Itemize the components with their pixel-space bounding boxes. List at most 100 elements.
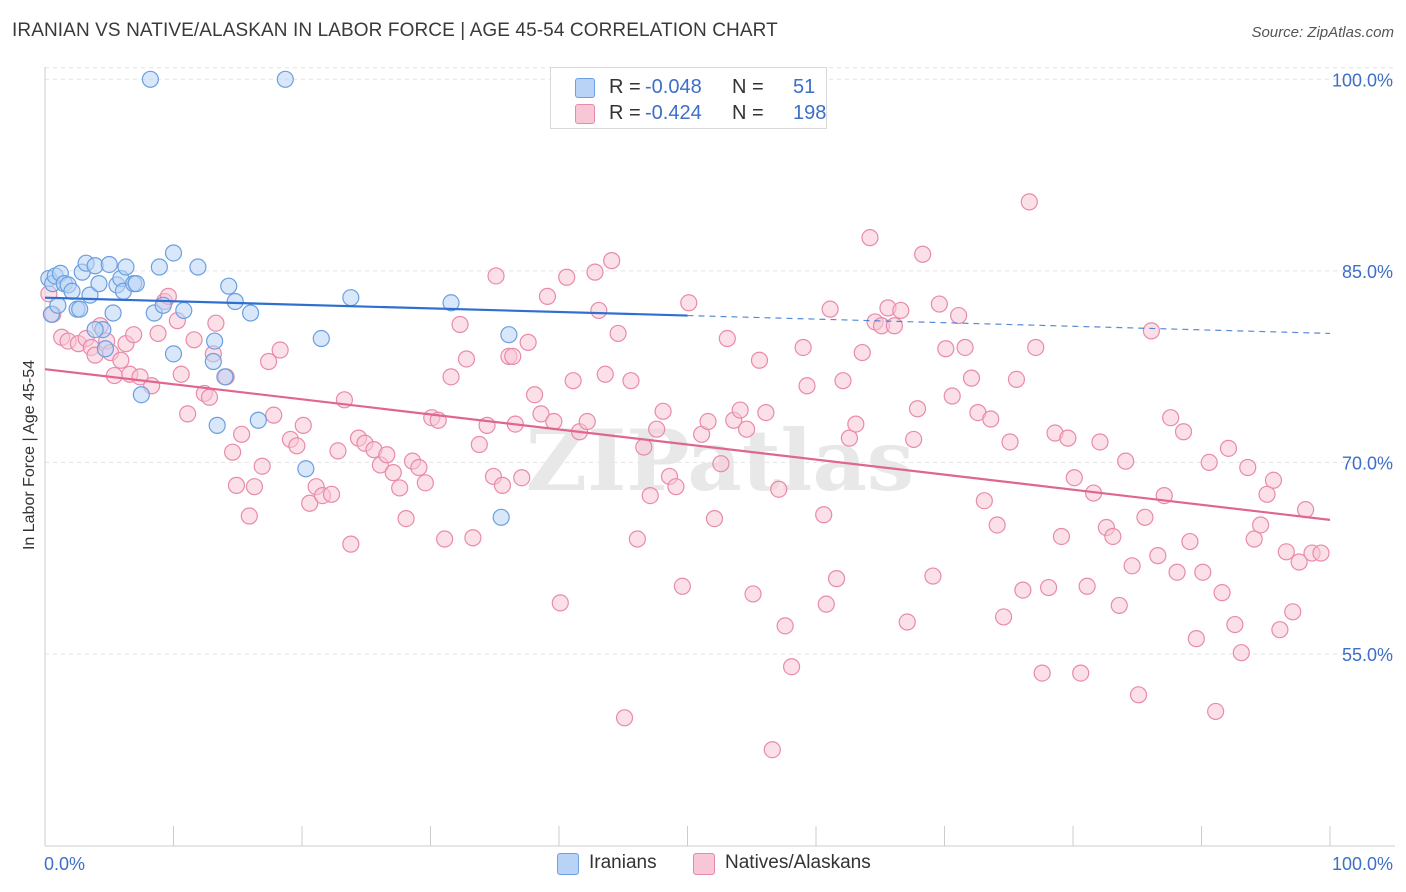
native-point <box>1232 644 1250 662</box>
native-point <box>1213 584 1231 602</box>
native-point <box>391 479 409 497</box>
native-point <box>1264 471 1283 489</box>
native-point <box>853 343 871 362</box>
native-point <box>504 347 522 366</box>
native-point <box>641 487 659 505</box>
native-point <box>457 350 476 368</box>
native-point <box>596 365 614 383</box>
iranian-point <box>208 416 226 434</box>
bottom-legend-swatch-natives <box>693 853 715 875</box>
y-tick-labels: 55.0% 70.0% 85.0% 100.0% <box>1332 70 1393 665</box>
iranian-point <box>500 326 518 344</box>
trend-lines <box>44 296 1331 521</box>
source-label: Source: ZipAtlas.com <box>1251 24 1394 41</box>
native-point <box>112 351 130 369</box>
native-point <box>564 372 582 390</box>
iranian-point <box>90 275 108 293</box>
legend-n-value: 51 <box>793 76 816 98</box>
bottom-legend-label: Iranians <box>589 852 657 873</box>
native-point <box>410 458 428 477</box>
native-point <box>930 295 948 313</box>
native-point <box>1014 581 1032 599</box>
native-point <box>253 457 271 475</box>
native-point <box>782 658 801 676</box>
native-point <box>487 267 505 285</box>
native-point <box>1129 686 1148 704</box>
native-point <box>1194 563 1212 581</box>
native-trend-line <box>44 368 1331 521</box>
native-point <box>384 464 402 482</box>
native-point <box>609 324 627 343</box>
iranian-point <box>86 320 104 339</box>
native-point <box>1110 596 1128 615</box>
bottom-legend-swatch-iranians <box>557 853 579 875</box>
native-point <box>1020 193 1038 211</box>
native-points <box>40 193 1330 759</box>
native-point <box>861 229 879 247</box>
native-point <box>1187 630 1205 648</box>
native-point <box>538 287 557 305</box>
iranian-point <box>226 292 244 311</box>
native-point <box>493 476 512 494</box>
iranian-point <box>220 277 238 295</box>
iranian-point <box>127 275 145 293</box>
native-point <box>397 509 415 528</box>
native-point <box>712 455 730 473</box>
iranian-point <box>132 386 150 404</box>
native-point <box>770 480 788 498</box>
legend-r-label: R = <box>609 102 641 124</box>
y-tick-label: 100.0% <box>1332 70 1393 90</box>
native-point <box>259 352 278 371</box>
stats-legend: R = -0.048 N = 51 R = -0.424 N = 198 <box>550 67 827 129</box>
native-point <box>794 338 812 357</box>
iranian-point <box>442 294 460 312</box>
native-point <box>1277 543 1295 561</box>
native-point <box>578 412 596 431</box>
iranian-trend-line <box>44 296 688 317</box>
native-point <box>731 401 749 419</box>
native-point <box>738 420 756 438</box>
native-point <box>294 416 312 434</box>
native-point <box>172 365 190 383</box>
native-point <box>1149 547 1167 565</box>
legend-swatch-natives <box>575 104 595 124</box>
gridlines <box>45 67 1395 655</box>
native-point <box>699 412 717 431</box>
native-point <box>1052 527 1071 546</box>
native-point <box>982 410 1000 428</box>
native-point <box>603 252 621 270</box>
native-point <box>1239 458 1257 477</box>
native-point <box>1200 453 1218 471</box>
legend-n-value: 198 <box>793 102 827 124</box>
native-point <box>1123 557 1141 575</box>
legend-r-label: R = <box>609 76 641 98</box>
iranian-point <box>189 258 207 276</box>
iranian-point <box>71 300 89 318</box>
native-point <box>943 387 961 405</box>
native-point <box>240 507 258 525</box>
native-point <box>615 709 634 727</box>
native-point <box>451 315 469 334</box>
native-point <box>750 351 769 369</box>
native-point <box>995 608 1013 626</box>
native-point <box>898 613 916 631</box>
native-point <box>763 741 781 759</box>
legend-r-value: -0.424 <box>645 102 702 124</box>
native-point <box>705 509 724 528</box>
native-point <box>513 469 531 487</box>
iranian-point <box>63 282 81 300</box>
iranian-point <box>249 411 267 429</box>
native-point <box>667 478 685 496</box>
native-point <box>1027 338 1045 357</box>
native-point <box>179 405 197 423</box>
iranian-point <box>164 345 183 363</box>
native-point <box>1033 664 1051 682</box>
native-point <box>1290 553 1308 571</box>
iranian-point <box>204 352 222 371</box>
native-point <box>1117 452 1135 470</box>
native-point <box>416 474 434 492</box>
native-point <box>1207 702 1225 721</box>
iranian-point <box>117 258 135 276</box>
iranian-point <box>312 329 330 348</box>
